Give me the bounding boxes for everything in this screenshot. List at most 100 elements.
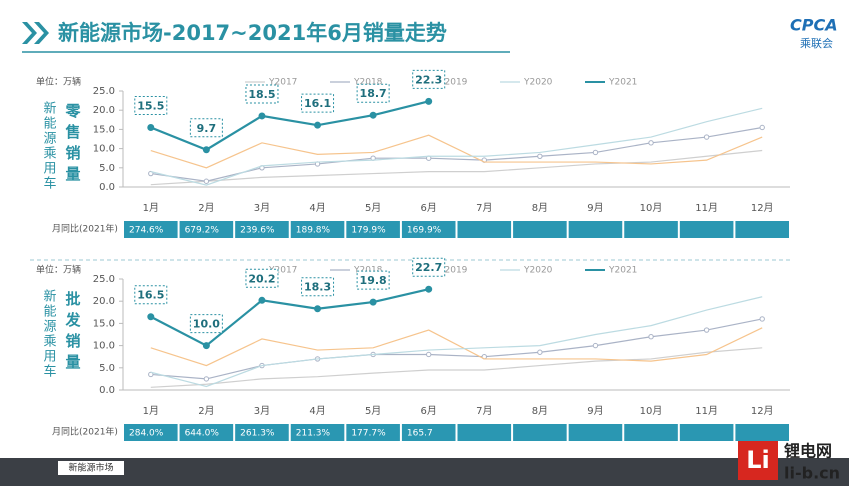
yoy-cell <box>735 221 789 238</box>
x-tick-label: 8月 <box>532 405 548 417</box>
yoy-label: 177.7% <box>351 429 386 439</box>
tab-label[interactable]: 新能源市场 <box>68 462 113 474</box>
series-line <box>150 327 763 367</box>
point <box>314 305 322 313</box>
side-label: 新能源乘用车 <box>41 100 57 191</box>
yoy-label: 189.8% <box>296 226 331 236</box>
data-label-box <box>412 257 446 277</box>
x-tick-label: 4月 <box>309 405 325 417</box>
yoy-cell <box>124 221 178 238</box>
data-label-box <box>134 285 168 305</box>
x-tick-label: 5月 <box>365 405 381 417</box>
x-tick-label: 11月 <box>695 202 718 214</box>
y-tick-label: 0.0 <box>99 182 115 193</box>
yoy-cell <box>735 424 789 441</box>
yoy-cell <box>290 424 345 441</box>
yoy-cell <box>624 221 678 238</box>
yoy-label: 284.0% <box>129 429 164 439</box>
yoy-label: 211.3% <box>296 429 331 439</box>
y-tick-label: 5.0 <box>99 163 115 174</box>
x-tick-label: 3月 <box>254 405 270 417</box>
yoy-cell <box>568 424 623 441</box>
yoy-label: 239.6% <box>240 226 275 236</box>
series-line <box>150 296 763 388</box>
data-label-box <box>245 268 279 288</box>
x-tick-label: 2月 <box>198 405 214 417</box>
point <box>369 111 377 119</box>
legend-label: Y2019 <box>438 78 468 88</box>
yoy-cell <box>179 221 234 238</box>
point <box>537 153 543 159</box>
point <box>425 285 433 293</box>
yoy-cell <box>346 221 400 238</box>
point <box>202 342 210 350</box>
data-label: 18.7 <box>360 87 387 100</box>
x-tick-label: 1月 <box>143 202 159 214</box>
data-label: 18.3 <box>304 281 331 294</box>
point <box>203 376 210 382</box>
y-tick-label: 25.0 <box>93 274 115 285</box>
data-label: 9.7 <box>197 122 217 135</box>
yoy-cell <box>346 424 400 441</box>
series-line <box>150 288 429 347</box>
series-line <box>150 318 763 380</box>
x-tick-label: 9月 <box>587 405 603 417</box>
point <box>648 334 654 340</box>
series-line <box>150 149 763 186</box>
yoy-cell <box>624 424 678 441</box>
x-tick-label: 4月 <box>309 202 325 214</box>
x-tick-label: 5月 <box>365 202 381 214</box>
x-tick-label: 12月 <box>751 202 774 214</box>
unit-label: 单位：万辆 <box>36 76 81 88</box>
legend-label: Y2019 <box>438 266 468 276</box>
data-label-box <box>189 118 223 138</box>
page-title: 新能源市场-2017~2021年6月销量走势 <box>58 21 447 45</box>
yoy-label: 644.0% <box>185 429 220 439</box>
yoy-cell <box>179 424 234 441</box>
yoy-label: 169.9% <box>407 226 442 236</box>
legend-label: Y2020 <box>523 78 553 88</box>
yoy-cell <box>679 221 734 238</box>
tab[interactable] <box>58 461 124 475</box>
legend-label: Y2017 <box>268 78 297 88</box>
metric-label: 批发销量 <box>64 290 82 375</box>
data-label: 10.0 <box>193 318 220 331</box>
legend-label: Y2020 <box>523 266 553 276</box>
yoy-label: 261.3% <box>240 429 275 439</box>
yoy-cell <box>457 221 512 238</box>
yoy-cell <box>235 221 289 238</box>
yoy-cell <box>568 221 623 238</box>
point <box>703 134 710 140</box>
point <box>258 296 266 304</box>
unit-label: 单位：万辆 <box>36 264 81 276</box>
metric-label: 零售销量 <box>64 103 82 187</box>
legend-label: Y2021 <box>608 266 637 276</box>
y-tick-label: 25.0 <box>93 86 115 97</box>
logo: CPCA <box>790 16 838 35</box>
legend-label: Y2021 <box>608 78 637 88</box>
point <box>369 298 377 306</box>
data-label-box <box>245 84 279 104</box>
watermark-mark: Li <box>746 446 770 474</box>
series-line <box>150 100 429 151</box>
yoy-cell <box>513 424 567 441</box>
point <box>202 146 210 154</box>
watermark-name: 锂电网 <box>784 442 832 461</box>
legend-label: Y2018 <box>353 78 383 88</box>
x-tick-label: 11月 <box>695 405 718 417</box>
x-tick-label: 9月 <box>587 202 603 214</box>
yoy-label: 679.2% <box>185 226 220 236</box>
data-label-box <box>356 270 390 290</box>
y-tick-label: 20.0 <box>93 296 115 307</box>
y-tick-label: 5.0 <box>99 363 115 374</box>
x-tick-label: 7月 <box>476 405 492 417</box>
data-label: 20.2 <box>248 272 275 285</box>
point <box>703 327 710 333</box>
yoy-title: 月同比(2021年) <box>52 223 118 235</box>
x-tick-label: 6月 <box>421 202 437 214</box>
yoy-cell <box>401 221 456 238</box>
yoy-label: 165.7 <box>407 429 433 439</box>
data-label: 22.7 <box>415 261 442 274</box>
series-line <box>150 347 763 388</box>
